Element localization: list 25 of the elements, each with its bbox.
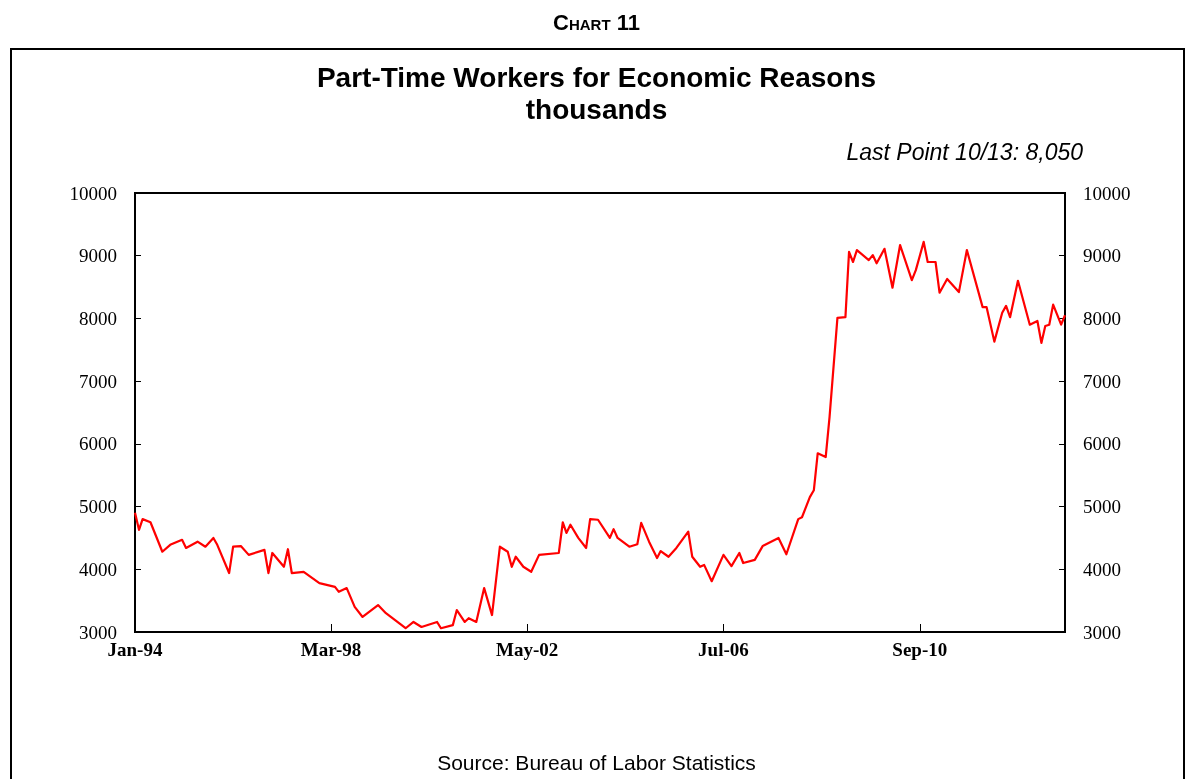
- y-tick-label: 5000: [79, 496, 117, 518]
- x-tick-label: Sep-10: [892, 639, 948, 660]
- line-series: [133, 240, 1067, 630]
- y2-tick-label: 8000: [1083, 307, 1121, 329]
- text: Last Point 10/13: 8,050: [846, 138, 1084, 165]
- y2-tick-label: 5000: [1083, 496, 1121, 518]
- chart-title: Part-Time Workers for Economic Reasons: [316, 61, 877, 93]
- y2-tick-label: 7000: [1083, 370, 1121, 392]
- caption: Chart 11: [552, 10, 641, 36]
- y2-tick-label: 10000: [1083, 182, 1131, 204]
- y2-tick-label: 3000: [1083, 621, 1121, 643]
- x-tick-label: May-02: [496, 639, 559, 660]
- x-tick-label: Mar-98: [300, 639, 362, 660]
- y-tick-label: 8000: [79, 307, 117, 329]
- y2-tick-label: 6000: [1083, 433, 1121, 455]
- chart-subtitle: thousands: [525, 93, 668, 125]
- y2-tick-label: 9000: [1083, 245, 1121, 267]
- x-tick-label: Jul-06: [698, 639, 749, 660]
- y-tick-label: 7000: [79, 370, 117, 392]
- y-tick-label: 4000: [79, 558, 117, 580]
- source-note: Source: Bureau of Labor Statistics: [437, 751, 756, 774]
- y-tick-label: 9000: [79, 245, 117, 267]
- y-tick-label: 10000: [69, 182, 117, 204]
- y2-tick-label: 4000: [1083, 558, 1121, 580]
- y-tick-label: 6000: [79, 433, 117, 455]
